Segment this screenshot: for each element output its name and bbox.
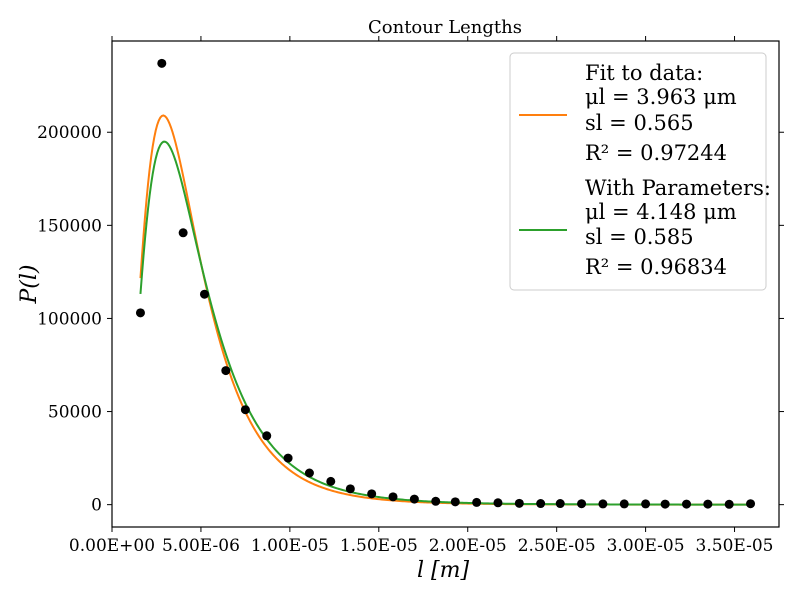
y-axis-title: P(l)	[17, 264, 42, 304]
data-point	[577, 499, 587, 509]
x-tick-label: 3.00E-05	[607, 536, 685, 556]
data-point	[345, 484, 355, 494]
data-point	[221, 366, 231, 376]
x-tick-label: 2.00E-05	[429, 536, 507, 556]
x-axis-title: l [m]	[417, 558, 469, 583]
x-tick-label: 2.50E-05	[518, 536, 596, 556]
data-point	[641, 499, 651, 509]
data-point	[157, 58, 167, 68]
x-tick-label: 3.50E-05	[696, 536, 774, 556]
data-point	[409, 494, 419, 504]
data-point	[746, 499, 756, 509]
data-point	[493, 498, 503, 508]
data-point	[178, 228, 188, 238]
legend-params-s: sl = 0.585	[585, 225, 694, 249]
y-tick-label: 200000	[37, 123, 102, 143]
legend-fit-heading: Fit to data:	[585, 61, 703, 85]
y-tick-label: 100000	[37, 309, 102, 329]
y-tick-label: 150000	[37, 216, 102, 236]
data-point	[555, 499, 565, 509]
legend-params-mu: μl = 4.148 μm	[585, 200, 737, 224]
legend-box	[509, 52, 767, 291]
data-point	[514, 498, 524, 508]
plot-area	[135, 58, 756, 509]
data-point	[619, 499, 629, 509]
data-point	[326, 476, 336, 486]
data-point	[304, 468, 314, 478]
x-tick-label: 1.50E-05	[340, 536, 418, 556]
data-point	[682, 499, 692, 509]
x-tick-label: 5.00E-06	[162, 536, 240, 556]
x-tick-label: 1.00E-05	[251, 536, 329, 556]
data-point	[450, 497, 460, 507]
data-point	[431, 496, 441, 506]
data-point	[660, 499, 670, 509]
legend-fit-r2: R² = 0.97244	[585, 141, 727, 165]
x-axis: 0.00E+00 5.00E-06 1.00E-05 1.50E-05 2.00E-05…	[69, 36, 774, 556]
data-point	[199, 289, 209, 299]
data-point	[367, 489, 377, 499]
legend: Fit to data: μl = 3.963 μm sl = 0.565 R²…	[509, 52, 771, 291]
legend-params-r2: R² = 0.96834	[585, 255, 727, 279]
legend-params-heading: With Parameters:	[585, 176, 771, 200]
y-tick-label: 50000	[48, 403, 102, 423]
x-tick-label: 0.00E+00	[69, 536, 155, 556]
data-point	[536, 499, 546, 509]
legend-fit-mu: μl = 3.963 μm	[585, 85, 737, 109]
data-point	[240, 405, 250, 415]
chart-title: Contour Lengths	[368, 17, 522, 38]
y-axis: 0 50000 100000 150000 200000	[37, 123, 784, 516]
data-point	[283, 453, 293, 463]
data-point	[388, 492, 398, 502]
y-tick-label: 0	[91, 496, 102, 516]
data-point	[135, 308, 145, 318]
legend-fit-s: sl = 0.565	[585, 111, 694, 135]
data-point	[598, 499, 608, 509]
data-point	[724, 499, 734, 509]
data-point	[472, 497, 482, 507]
data-point	[703, 499, 713, 509]
data-point	[262, 431, 272, 441]
plot-frame	[111, 40, 780, 528]
